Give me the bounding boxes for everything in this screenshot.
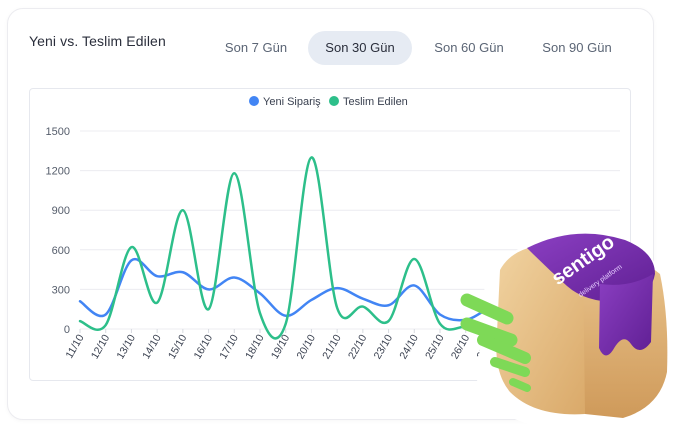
sentigo-mascot: sentigo delivery platform bbox=[460, 231, 680, 433]
tab-last-60-days[interactable]: Son 60 Gün bbox=[434, 40, 504, 55]
finger-4 bbox=[490, 357, 530, 377]
finger-2 bbox=[460, 317, 518, 347]
tab-last-30-days[interactable]: Son 30 Gün bbox=[308, 31, 412, 65]
finger-3 bbox=[477, 334, 531, 364]
chart-card-title: Yeni vs. Teslim Edilen bbox=[29, 33, 166, 49]
green-hand bbox=[460, 293, 531, 392]
box-front-band bbox=[599, 274, 653, 356]
finger-5 bbox=[509, 378, 531, 392]
tab-last-90-days[interactable]: Son 90 Gün bbox=[542, 40, 612, 55]
tab-last-7-days[interactable]: Son 7 Gün bbox=[224, 40, 288, 55]
finger-1 bbox=[460, 293, 514, 325]
